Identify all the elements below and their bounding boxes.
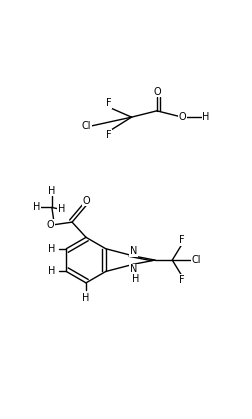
Text: F: F	[178, 235, 183, 245]
Text: H: H	[131, 274, 139, 284]
Text: O: O	[152, 87, 160, 97]
Text: N: N	[129, 246, 137, 256]
Text: O: O	[178, 112, 185, 122]
Text: F: F	[105, 98, 111, 108]
Text: Cl: Cl	[191, 255, 200, 265]
Text: O: O	[47, 220, 54, 230]
Text: Cl: Cl	[81, 121, 91, 131]
Text: F: F	[178, 275, 183, 285]
Text: H: H	[202, 112, 209, 122]
Text: F: F	[105, 130, 111, 140]
Text: O: O	[82, 196, 89, 206]
Text: H: H	[58, 204, 65, 214]
Text: H: H	[82, 293, 89, 303]
Text: H: H	[48, 244, 55, 254]
Text: H: H	[48, 186, 55, 196]
Text: H: H	[33, 202, 40, 212]
Text: H: H	[48, 266, 55, 277]
Text: N: N	[129, 264, 137, 274]
